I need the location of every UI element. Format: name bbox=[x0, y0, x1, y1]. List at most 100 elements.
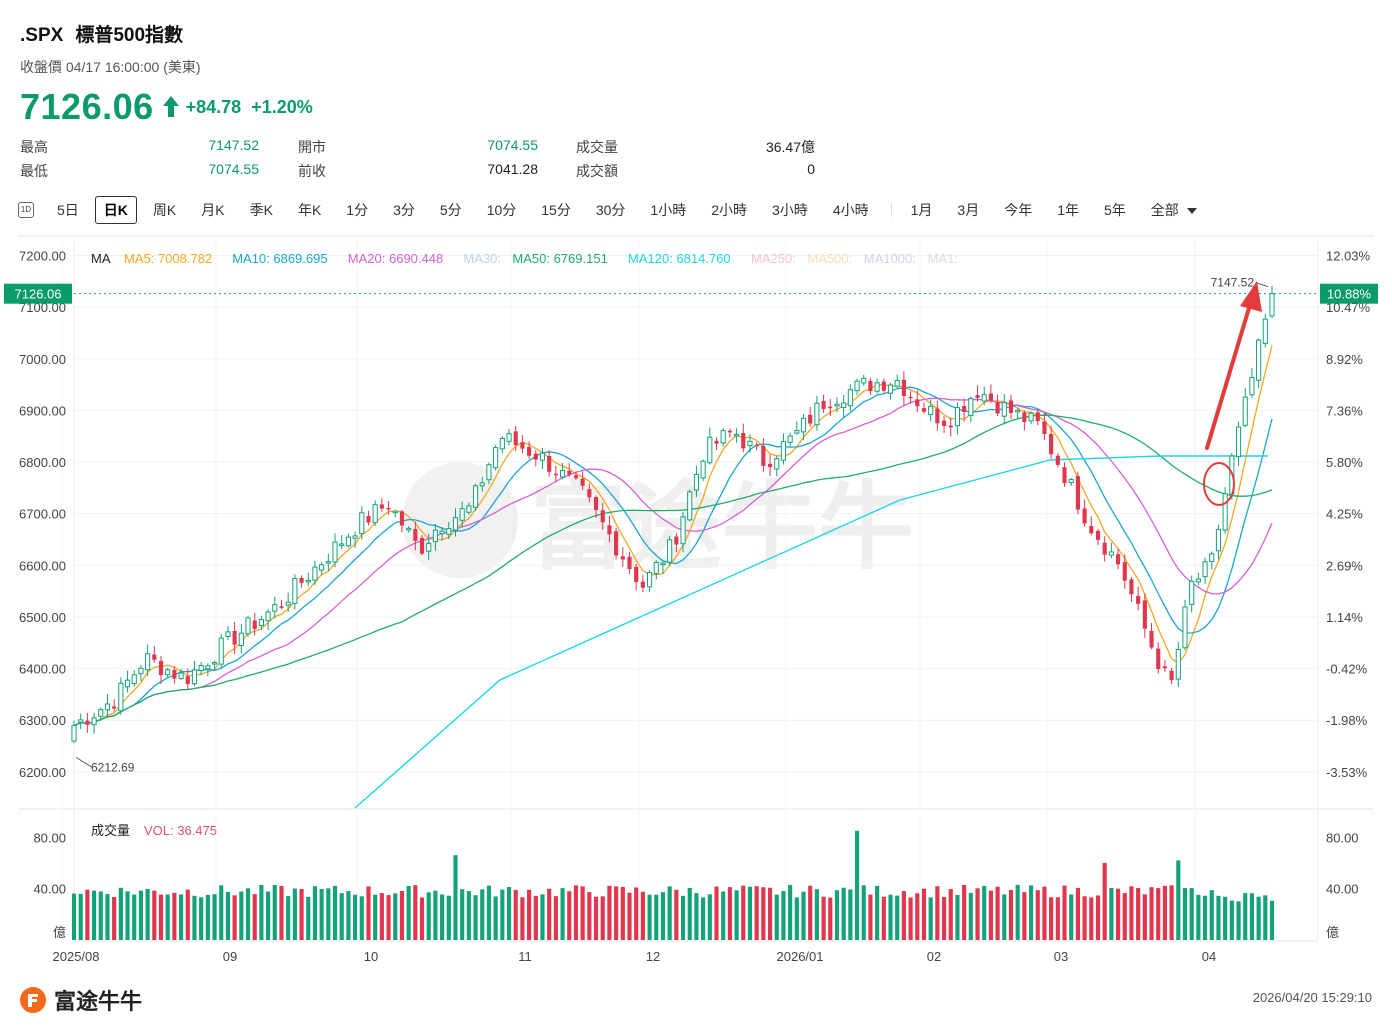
tab-range[interactable]: 全部 bbox=[1142, 196, 1206, 224]
candle-body bbox=[533, 453, 538, 460]
timeframe-bar: 1D 5日 日K 周K 月K 季K 年K 1分 3分 5分 10分 15分 30分 1小時 2小時 3小時 4… bbox=[18, 196, 1213, 224]
volume-bar bbox=[1196, 894, 1201, 940]
volume-bar bbox=[1069, 894, 1074, 940]
volume-bar bbox=[78, 893, 83, 940]
candle bbox=[887, 382, 894, 400]
volume-bar bbox=[1162, 885, 1167, 940]
tab-timeframe[interactable]: 日K bbox=[94, 196, 137, 224]
tab-range[interactable]: 今年 bbox=[1004, 202, 1033, 218]
volume-tick-label: 80.00 bbox=[1326, 830, 1359, 845]
volume-bar bbox=[319, 888, 324, 940]
candle-body bbox=[767, 463, 773, 468]
candle-body bbox=[600, 510, 605, 523]
candle bbox=[653, 560, 659, 580]
divider bbox=[890, 203, 892, 217]
candle bbox=[91, 712, 97, 734]
candle-body bbox=[493, 447, 499, 469]
y-tick-label: 6400.00 bbox=[19, 662, 66, 677]
candle bbox=[439, 527, 445, 541]
tab-timeframe[interactable]: 季K bbox=[249, 202, 273, 218]
tab-timeframe[interactable]: 3分 bbox=[393, 202, 415, 218]
y-tick-label: 6800.00 bbox=[19, 455, 66, 470]
volume-bar bbox=[1243, 893, 1248, 940]
tab-timeframe[interactable]: 月K bbox=[201, 202, 225, 218]
tab-timeframe[interactable]: 4小時 bbox=[832, 202, 869, 218]
candle bbox=[191, 660, 198, 687]
volume-bar bbox=[734, 890, 739, 940]
volume-bar bbox=[225, 891, 231, 940]
tab-timeframe[interactable]: 5分 bbox=[439, 202, 462, 218]
high-marker-line bbox=[1255, 282, 1269, 288]
candle bbox=[205, 663, 211, 677]
volume-bar bbox=[292, 888, 297, 940]
tab-timeframe[interactable]: 30分 bbox=[595, 202, 626, 218]
candle bbox=[1209, 551, 1215, 570]
candle-body bbox=[1262, 318, 1268, 345]
candle bbox=[915, 390, 920, 413]
volume-bar bbox=[272, 885, 277, 940]
volume-bar bbox=[179, 894, 184, 940]
volume-bar bbox=[386, 895, 391, 940]
candle bbox=[78, 713, 84, 730]
candle-body bbox=[118, 682, 124, 712]
tab-timeframe[interactable]: 2小時 bbox=[711, 202, 748, 218]
tab-timeframe[interactable]: 10分 bbox=[486, 202, 517, 218]
candle-body bbox=[1182, 606, 1188, 649]
tab-range[interactable]: 1月 bbox=[910, 202, 933, 218]
ma-legend-item: MA1000: bbox=[864, 251, 916, 266]
candle bbox=[828, 398, 833, 417]
tab-timeframe[interactable]: 5日 bbox=[57, 202, 79, 218]
candle-body bbox=[198, 664, 204, 672]
tab-range[interactable]: 3月 bbox=[957, 202, 980, 218]
volume-bar bbox=[1182, 888, 1188, 940]
candle bbox=[1102, 536, 1107, 562]
tab-timeframe[interactable]: 1小時 bbox=[650, 202, 687, 218]
y-tick-label: 7200.00 bbox=[19, 248, 66, 263]
tab-range[interactable]: 1年 bbox=[1057, 202, 1079, 218]
candle bbox=[118, 677, 124, 715]
candle bbox=[988, 384, 993, 403]
volume-tick-label: 80.00 bbox=[33, 830, 66, 845]
volume-bar bbox=[1156, 888, 1161, 940]
volume-bar bbox=[473, 895, 478, 940]
candle-body bbox=[78, 719, 84, 723]
candle bbox=[527, 441, 532, 460]
volume-bar bbox=[747, 886, 753, 940]
candle-body bbox=[854, 380, 860, 392]
candle-body bbox=[881, 381, 886, 391]
candle bbox=[1162, 660, 1167, 673]
candle-body bbox=[687, 491, 693, 521]
volume-bar bbox=[948, 889, 953, 940]
candle-body bbox=[152, 654, 157, 660]
candle-body bbox=[426, 542, 432, 552]
volume-bar bbox=[172, 892, 177, 940]
candle-body bbox=[828, 406, 833, 409]
volume-bars bbox=[71, 830, 1275, 940]
candle-body bbox=[459, 508, 465, 521]
tab-timeframe[interactable]: 1分 bbox=[346, 202, 369, 218]
volume-bar bbox=[888, 894, 893, 940]
stat-volume-value: 36.47億 bbox=[765, 139, 815, 155]
tab-timeframe[interactable]: 周K bbox=[152, 202, 177, 218]
candle-body bbox=[218, 637, 224, 665]
candle bbox=[413, 521, 418, 551]
candle bbox=[1129, 576, 1134, 602]
volume-bar bbox=[647, 894, 652, 940]
candle bbox=[379, 498, 384, 512]
tab-timeframe[interactable]: 15分 bbox=[541, 202, 571, 218]
volume-bar bbox=[286, 896, 291, 940]
candle-body bbox=[452, 517, 459, 531]
candle-body bbox=[634, 566, 639, 583]
volume-bar bbox=[1176, 860, 1181, 940]
tab-range[interactable]: 5年 bbox=[1104, 202, 1126, 218]
calendar-1d-icon[interactable]: 1D bbox=[18, 202, 34, 218]
candle-body bbox=[366, 516, 371, 523]
tab-timeframe[interactable]: 3小時 bbox=[772, 202, 808, 218]
tab-timeframe[interactable]: 年K bbox=[297, 202, 322, 218]
candle-body bbox=[392, 510, 398, 514]
volume-bar bbox=[654, 894, 659, 940]
y-tick-label: 7100.00 bbox=[19, 300, 66, 315]
candle bbox=[567, 463, 572, 477]
candle bbox=[1182, 599, 1188, 651]
